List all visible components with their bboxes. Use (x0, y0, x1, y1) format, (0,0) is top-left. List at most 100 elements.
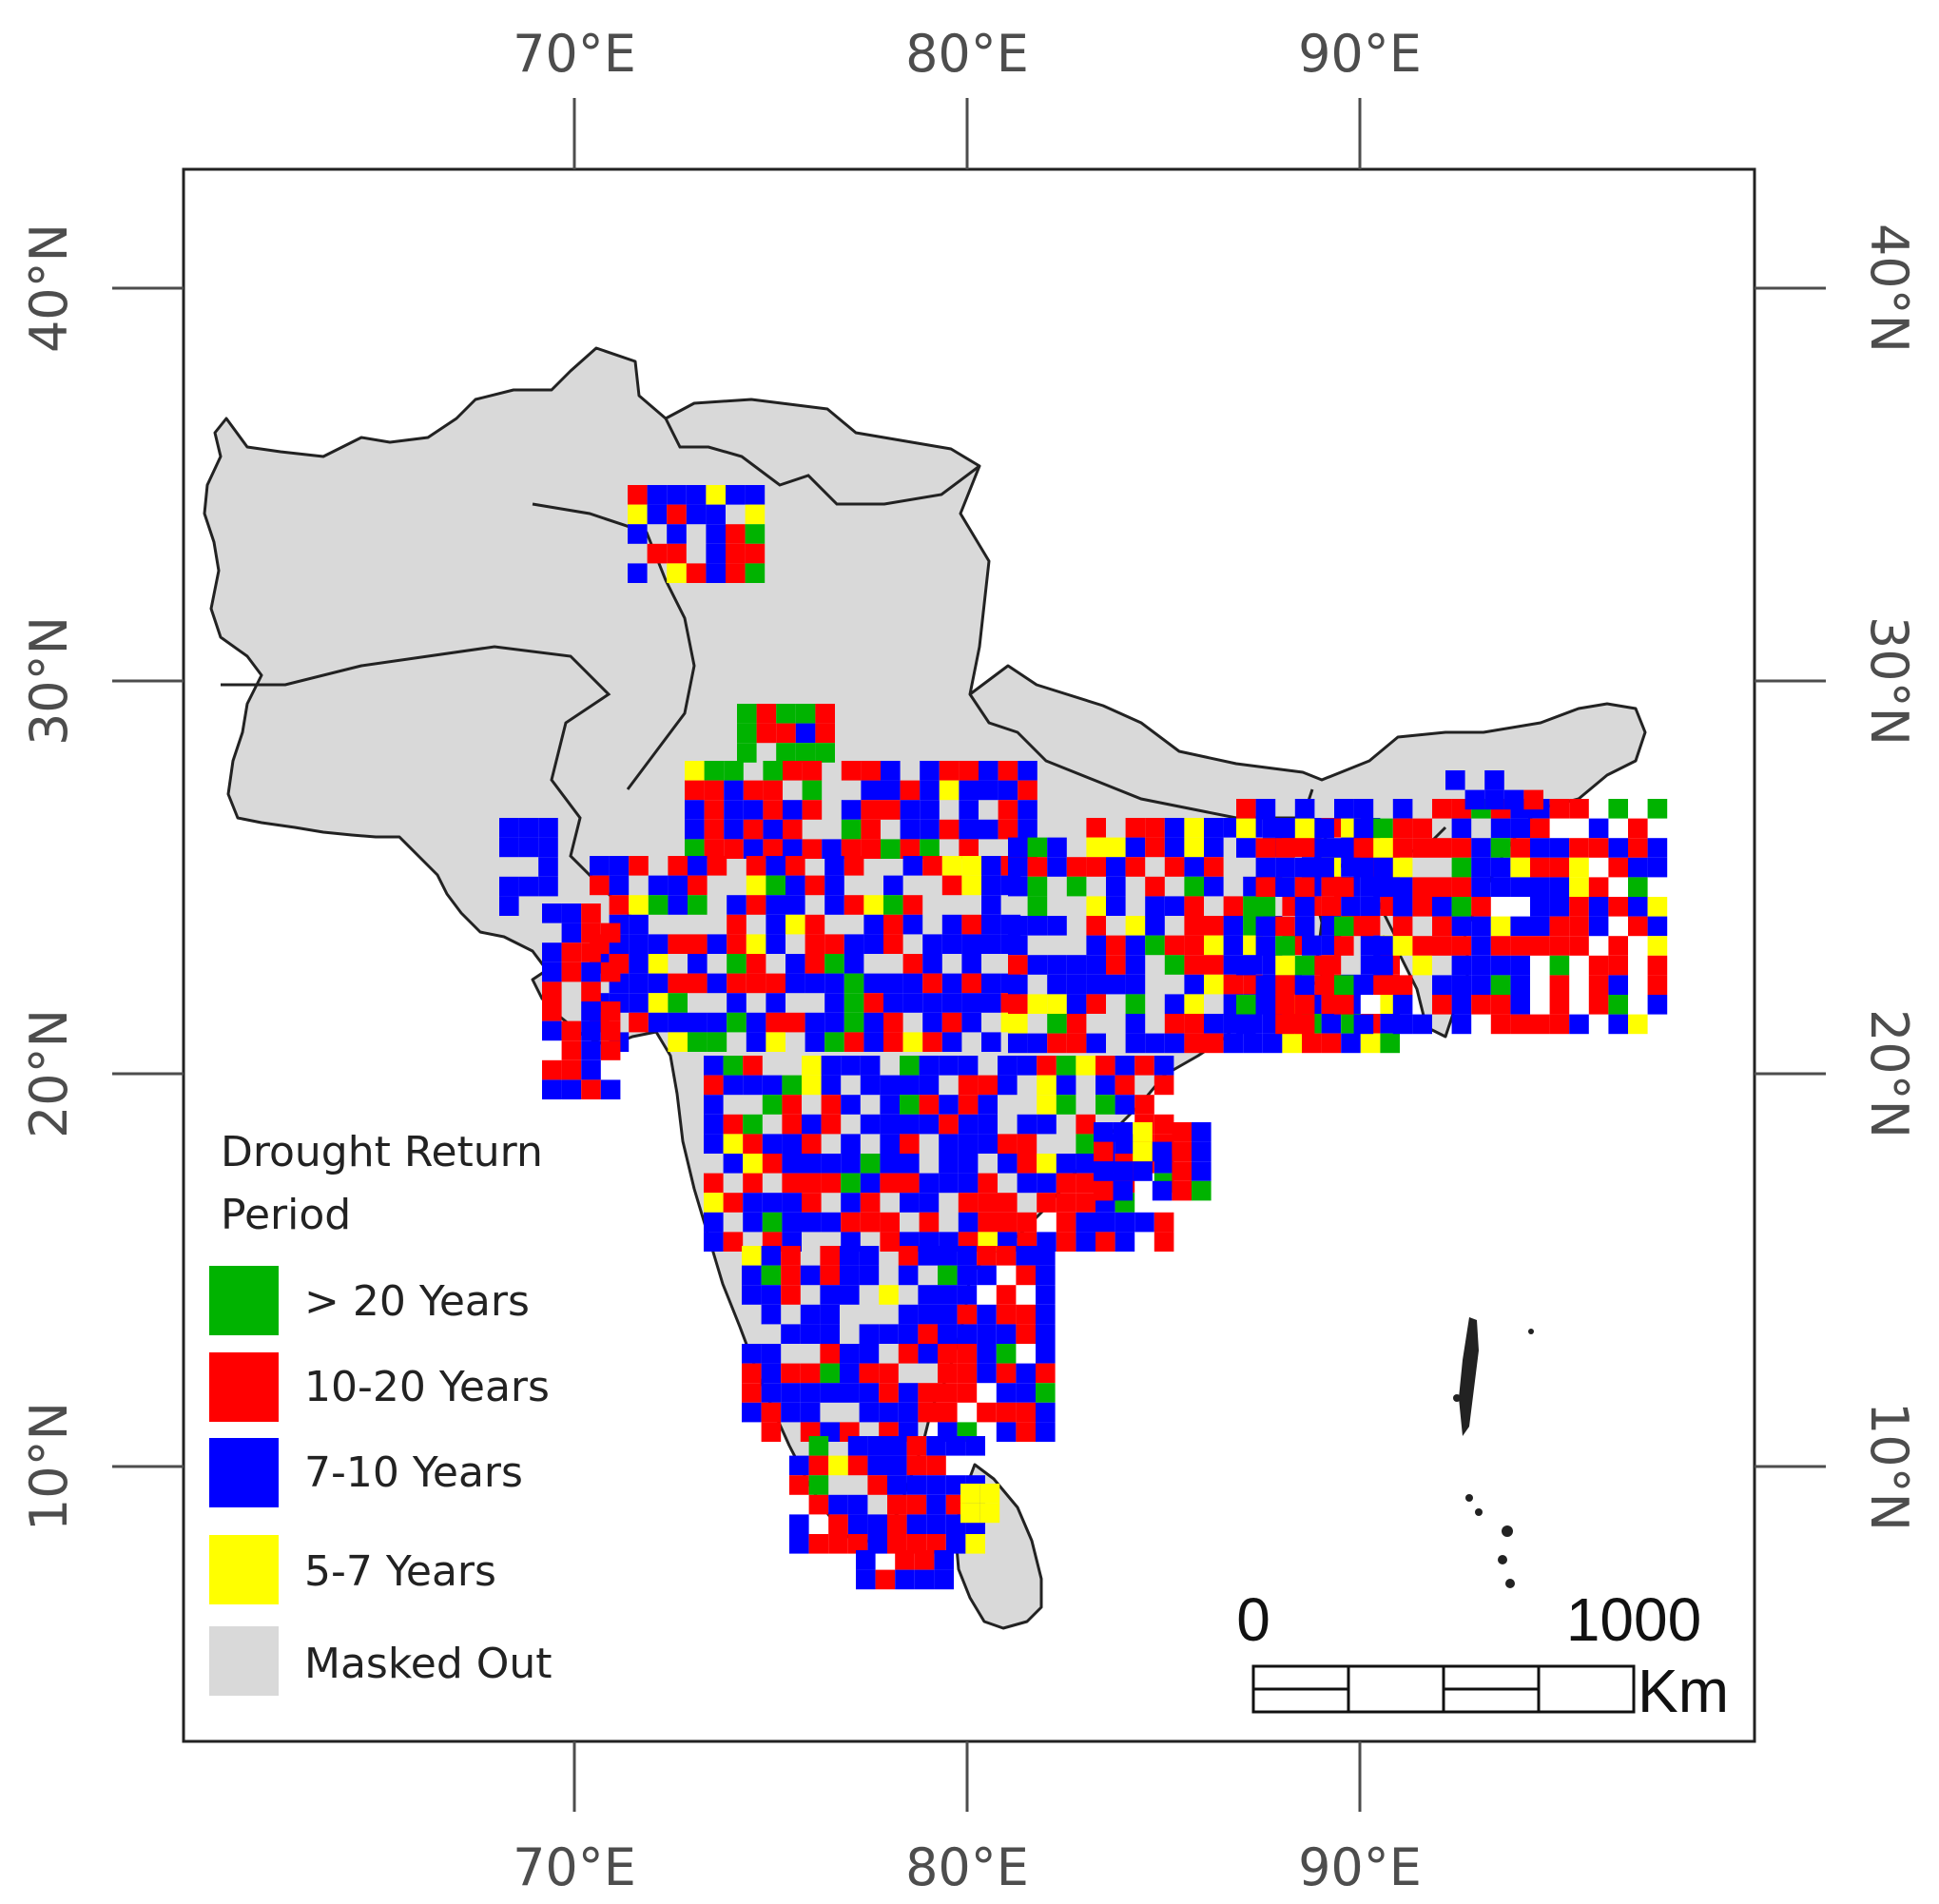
grid-cell (1588, 818, 1609, 839)
grid-cell (1027, 994, 1048, 1014)
grid-cell (1412, 955, 1432, 976)
lon-label-top-70: 70°E (513, 24, 636, 84)
grid-cell (647, 485, 668, 505)
grid-cell (1017, 1212, 1037, 1233)
grid-cell (1017, 1134, 1037, 1154)
grid-cell (542, 1001, 562, 1021)
grid-cell (1008, 955, 1028, 975)
grid-cell (958, 1212, 979, 1233)
grid-cell (785, 1012, 805, 1033)
grid-cell (1628, 877, 1648, 897)
grid-cell (542, 1020, 562, 1041)
grid-cell (1154, 1212, 1174, 1233)
grid-cell (958, 1075, 979, 1096)
grid-cell (1314, 955, 1334, 976)
grid-cell (1628, 1014, 1648, 1035)
grid-cell (1412, 1014, 1432, 1035)
grid-cell (581, 1059, 601, 1080)
grid-cell (843, 1012, 864, 1033)
grid-cell (1036, 1402, 1056, 1423)
grid-cell (1392, 818, 1413, 839)
grid-cell (898, 1265, 919, 1286)
grid-cell (1008, 857, 1028, 877)
grid-cell (802, 800, 823, 820)
grid-cell (518, 837, 539, 858)
grid-cell (805, 1032, 825, 1052)
grid-cell (1510, 916, 1530, 937)
grid-cell (1094, 1161, 1114, 1181)
grid-cell (1037, 1154, 1057, 1174)
grid-cell (802, 1193, 822, 1213)
grid-cell (1549, 916, 1570, 937)
grid-cell (1184, 818, 1204, 838)
grid-cell (805, 973, 825, 994)
grid-cell (723, 1193, 744, 1213)
grid-cell (945, 1436, 966, 1456)
grid-cell (538, 857, 558, 877)
grid-cell (847, 1534, 868, 1554)
grid-cell (840, 1246, 860, 1266)
grid-cell (1432, 916, 1452, 937)
grid-cell (919, 1212, 940, 1233)
grid-cell (939, 819, 960, 840)
grid-cell (1373, 936, 1393, 956)
grid-cell (863, 934, 883, 954)
grid-cell (1094, 1141, 1114, 1162)
grid-cell (861, 819, 881, 840)
grid-cell (979, 1503, 1000, 1524)
grid-cell (843, 856, 864, 876)
grid-cell (1490, 877, 1511, 897)
grid-cell (961, 993, 981, 1013)
grid-cell (782, 1075, 802, 1096)
scale-bar: 0 1000 Km (1236, 1585, 1729, 1725)
grid-cell (824, 954, 844, 974)
grid-cell (1294, 975, 1315, 995)
grid-cell (840, 1363, 860, 1384)
grid-cell (979, 780, 999, 801)
grid-cell (1432, 799, 1452, 819)
grid-cell (782, 1095, 802, 1115)
grid-cell (783, 761, 803, 781)
grid-cell (704, 1114, 724, 1135)
grid-cell (1037, 1056, 1057, 1076)
grid-cell (958, 1134, 979, 1154)
grid-cell (883, 1012, 903, 1033)
grid-cell (1321, 1033, 1342, 1054)
grid-cell (1125, 1014, 1146, 1034)
grid-cell (668, 934, 688, 954)
grid-cell (998, 780, 1018, 801)
grid-cell (581, 923, 601, 943)
grid-cell (958, 1154, 979, 1174)
grid-cell (1628, 818, 1648, 839)
grid-cell (762, 1193, 783, 1213)
grid-cell (841, 1095, 861, 1115)
grid-cell (1412, 936, 1432, 956)
grid-cell (922, 993, 942, 1013)
grid-cell (1134, 1056, 1154, 1076)
grid-cell (704, 1056, 724, 1076)
grid-cell (668, 895, 688, 915)
grid-cell (785, 954, 805, 974)
grid-cell (1184, 994, 1204, 1014)
grid-cell (763, 839, 783, 859)
grid-cell (1086, 1033, 1106, 1054)
grid-cell (648, 973, 669, 994)
grid-cell (820, 1324, 840, 1344)
grid-cell (824, 934, 844, 954)
grid-cell (1549, 838, 1570, 858)
grid-cell (1451, 936, 1472, 956)
grid-cell (706, 563, 726, 583)
grid-cell (628, 563, 648, 583)
grid-cell (704, 1095, 724, 1115)
grid-cell (1608, 897, 1628, 917)
grid-cell (1106, 974, 1126, 995)
grid-cell (1510, 857, 1530, 878)
grid-cell (856, 1550, 876, 1570)
grid-cell (1154, 1056, 1174, 1076)
grid-cell (805, 914, 825, 935)
grid-cell (667, 563, 687, 583)
grid-cell (977, 1363, 997, 1384)
grid-cell (847, 1514, 868, 1534)
grid-cell (1125, 1033, 1146, 1054)
grid-cell (499, 896, 519, 916)
